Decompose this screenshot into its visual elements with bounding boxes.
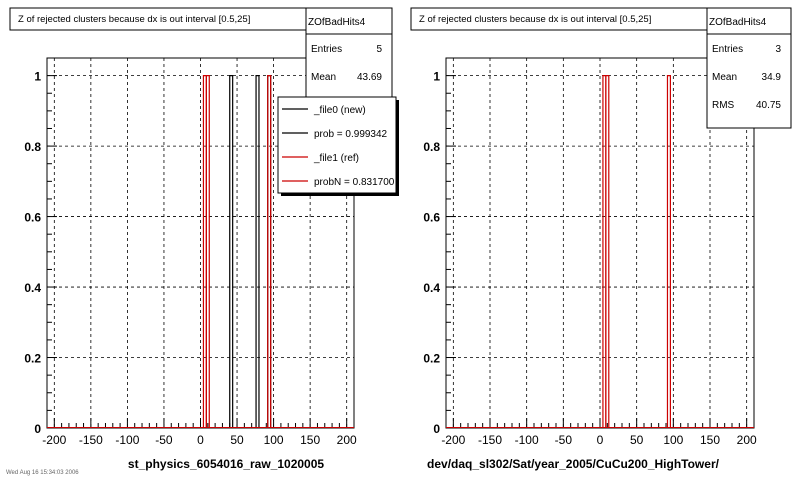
y-tick-label: 0.4 xyxy=(24,281,41,295)
y-tick-label: 1 xyxy=(433,70,440,84)
x-tick-label: 50 xyxy=(630,433,644,447)
legend-label: _file0 (new) xyxy=(313,105,366,116)
histogram-bin xyxy=(255,75,260,428)
legend-label: probN = 0.831700 xyxy=(314,177,395,188)
histogram-bin xyxy=(229,75,234,428)
footer-timestamp: Wed Aug 16 15:34:03 2006 xyxy=(6,470,79,476)
x-tick-label: 150 xyxy=(700,433,720,447)
stats-value: 5 xyxy=(376,44,382,55)
x-tick-label: -200 xyxy=(441,433,465,447)
stats-label: Mean xyxy=(712,72,737,83)
y-tick-label: 0.2 xyxy=(24,352,41,366)
stats-name: ZOfBadHits4 xyxy=(308,17,366,28)
x-tick-label: -150 xyxy=(79,433,103,447)
x-tick-label: 150 xyxy=(300,433,320,447)
stats-value: 43.69 xyxy=(357,72,382,83)
stats-label: Entries xyxy=(311,44,342,55)
x-tick-label: -50 xyxy=(155,433,173,447)
histogram-bin xyxy=(205,75,210,428)
y-tick-label: 0.8 xyxy=(423,140,440,154)
histogram-panel-1: -200 -150 -100 -50 0 50 100 150 200 0 0.2 0.4 0.6 0.8… xyxy=(9,7,399,471)
stats-value: 3 xyxy=(775,44,781,55)
x-tick-label: 200 xyxy=(337,433,357,447)
x-tick-label: -150 xyxy=(478,433,502,447)
stats-value: 34.9 xyxy=(762,72,782,83)
legend-label: _file1 (ref) xyxy=(313,153,359,164)
x-tick-label: 50 xyxy=(230,433,244,447)
y-tick-label: 0.2 xyxy=(423,352,440,366)
legend-box xyxy=(277,96,397,194)
x-tick-label: 200 xyxy=(737,433,757,447)
y-tick-label: 0 xyxy=(433,422,440,436)
x-axis-label: st_physics_6054016_raw_1020005 xyxy=(128,457,324,471)
stats-box xyxy=(305,7,393,99)
x-tick-label: -100 xyxy=(515,433,539,447)
stats-value: 40.75 xyxy=(756,100,781,111)
histogram-series-1 xyxy=(446,75,754,428)
x-tick-label: 100 xyxy=(264,433,284,447)
stats-box xyxy=(706,7,792,129)
y-tick-label: 0 xyxy=(34,422,41,436)
x-tick-label: -200 xyxy=(42,433,66,447)
stats-label: Entries xyxy=(712,44,743,55)
histogram-bin xyxy=(666,75,671,428)
stats-name: ZOfBadHits4 xyxy=(709,17,767,28)
histogram-bin xyxy=(267,75,272,428)
x-axis-label: dev/daq_sl302/Sat/year_2005/CuCu200_High… xyxy=(427,457,720,471)
x-tick-label: -50 xyxy=(555,433,573,447)
y-tick-label: 1 xyxy=(34,70,41,84)
x-tick-label: 100 xyxy=(663,433,683,447)
histogram-series-2 xyxy=(47,75,354,428)
chart-title: Z of rejected clusters because dx is out… xyxy=(18,14,250,25)
y-tick-label: 0.8 xyxy=(24,140,41,154)
stats-label: RMS xyxy=(712,100,735,111)
histogram-panel-2: -200 -150 -100 -50 0 50 100 150 200 0 0.2 0.4 0.6 0.8… xyxy=(410,7,792,471)
y-tick-label: 0.4 xyxy=(423,281,440,295)
y-tick-label: 0.6 xyxy=(24,211,41,225)
stats-label: Mean xyxy=(311,72,336,83)
y-tick-label: 0.6 xyxy=(423,211,440,225)
legend-label: prob = 0.999342 xyxy=(314,129,388,140)
histogram-bin xyxy=(605,75,610,428)
x-tick-label: 0 xyxy=(597,433,604,447)
x-tick-label: 0 xyxy=(197,433,204,447)
chart-title: Z of rejected clusters because dx is out… xyxy=(419,14,651,25)
x-tick-label: -100 xyxy=(115,433,139,447)
